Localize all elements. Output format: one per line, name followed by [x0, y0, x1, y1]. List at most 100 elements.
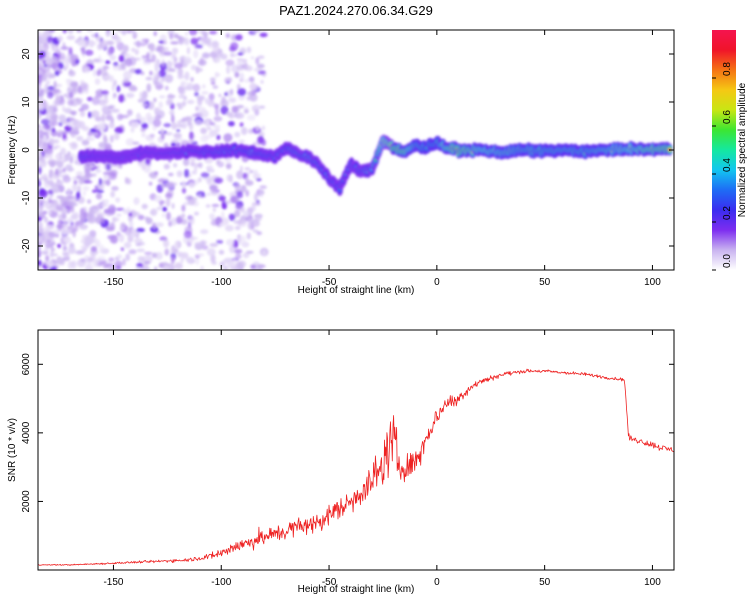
noise-blob	[126, 30, 135, 34]
noise-blob	[144, 216, 149, 221]
noise-blob	[237, 220, 247, 228]
noise-blob	[172, 47, 179, 54]
noise-blob	[173, 56, 178, 63]
noise-blob	[168, 66, 172, 72]
snr-panel: -150 -100 -50 0 50 100 2000 4000 6000 Height of…	[7, 329, 675, 595]
noise-blob	[153, 31, 157, 37]
noise-blob	[38, 166, 42, 175]
colorbar-tick-label: 0.4	[722, 158, 733, 172]
noise-blob	[254, 215, 262, 222]
noise-blob	[134, 267, 143, 270]
noise-blob	[109, 135, 114, 143]
noise-blob	[252, 229, 259, 233]
noise-blob	[112, 64, 119, 71]
noise-blob	[174, 62, 183, 69]
noise-blob	[244, 167, 251, 171]
noise-blob	[86, 211, 92, 219]
noise-blob	[181, 100, 187, 107]
noise-blob	[190, 161, 195, 167]
noise-blob	[166, 182, 170, 188]
noise-blob	[218, 249, 225, 255]
noise-blob	[38, 140, 42, 149]
noise-blob	[225, 239, 235, 246]
noise-blob	[149, 42, 155, 52]
noise-blob	[186, 99, 195, 105]
noise-blob	[208, 93, 215, 101]
noise-blob	[59, 196, 65, 205]
noise-blob	[195, 257, 200, 265]
noise-blob	[214, 71, 219, 78]
noise-blob	[98, 178, 102, 186]
noise-blob	[240, 64, 245, 68]
noise-blob	[141, 122, 149, 129]
noise-blob	[246, 114, 256, 121]
noise-blob	[97, 262, 104, 267]
noise-blob	[145, 76, 153, 81]
noise-blob	[186, 46, 190, 55]
noise-blob	[106, 30, 110, 33]
noise-blob	[253, 192, 258, 202]
noise-blob	[176, 129, 181, 133]
noise-blob	[103, 134, 107, 142]
noise-blob	[256, 231, 263, 236]
noise-blob	[104, 199, 109, 205]
noise-blob	[216, 134, 221, 141]
noise-blob	[170, 41, 179, 45]
noise-blob	[127, 214, 133, 223]
noise-blob	[182, 158, 190, 167]
noise-blob	[130, 232, 136, 239]
noise-blob	[108, 122, 115, 129]
noise-blob	[38, 207, 42, 213]
noise-blob	[225, 59, 235, 67]
colorbar-tick-label: 0.8	[722, 62, 733, 76]
noise-blob	[128, 84, 137, 92]
noise-blob	[218, 195, 226, 202]
noise-blob	[65, 59, 69, 69]
noise-blob	[136, 112, 141, 122]
noise-blob	[84, 172, 93, 178]
noise-blob	[216, 159, 221, 165]
noise-blob	[47, 231, 57, 238]
noise-blob	[164, 248, 170, 256]
noise-blob	[163, 51, 173, 56]
noise-blob	[111, 186, 119, 191]
noise-blob	[181, 187, 187, 194]
noise-blob	[105, 60, 111, 64]
noise-blob	[200, 229, 209, 235]
noise-blob	[190, 64, 197, 71]
noise-blob	[259, 32, 268, 38]
noise-blob	[252, 104, 260, 113]
noise-blob	[50, 73, 56, 79]
noise-blob	[48, 138, 55, 146]
noise-blob	[85, 262, 93, 270]
noise-blob	[116, 213, 122, 217]
noise-blob	[42, 60, 46, 65]
noise-blob	[91, 173, 97, 177]
noise-blob	[84, 85, 89, 95]
noise-blob	[132, 30, 137, 38]
y-tick-label: 10	[21, 96, 32, 108]
noise-blob	[226, 65, 231, 75]
noise-blob	[222, 265, 229, 270]
noise-blob	[100, 59, 105, 63]
noise-blob	[40, 118, 50, 126]
noise-blob	[54, 99, 58, 108]
noise-blob	[107, 171, 115, 176]
noise-blob	[168, 110, 175, 115]
noise-blob	[139, 42, 147, 47]
noise-blob	[220, 105, 229, 115]
noise-blob	[215, 58, 221, 63]
noise-blob	[189, 131, 194, 140]
noise-blob	[113, 35, 119, 40]
noise-blob	[237, 88, 247, 97]
noise-blob	[41, 210, 47, 215]
noise-blob	[102, 263, 110, 269]
noise-blob	[241, 127, 248, 135]
snr-frame	[37, 329, 675, 571]
noise-blob	[38, 31, 42, 37]
noise-blob	[62, 256, 71, 262]
noise-blob	[201, 245, 209, 250]
noise-blob	[115, 197, 121, 203]
noise-blob	[124, 226, 132, 236]
